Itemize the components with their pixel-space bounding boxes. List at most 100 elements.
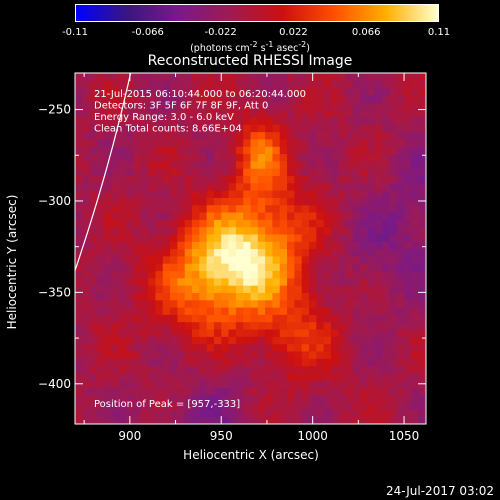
image-pixel: [360, 219, 369, 228]
image-pixel: [184, 226, 193, 235]
image-pixel: [235, 153, 244, 162]
image-pixel: [228, 409, 237, 418]
image-pixel: [111, 175, 120, 184]
image-pixel: [206, 197, 215, 206]
image-pixel: [345, 270, 354, 279]
image-pixel: [111, 109, 120, 118]
image-pixel: [243, 277, 252, 286]
image-pixel: [89, 409, 98, 418]
image-pixel: [199, 336, 208, 345]
image-pixel: [411, 219, 420, 228]
image-pixel: [396, 168, 405, 176]
image-pixel: [404, 380, 412, 389]
image-pixel: [257, 102, 266, 111]
image-pixel: [257, 219, 266, 228]
image-pixel: [155, 350, 164, 359]
image-pixel: [155, 190, 164, 198]
image-pixel: [177, 73, 186, 81]
image-pixel: [104, 182, 113, 191]
image-pixel: [228, 292, 237, 301]
image-pixel: [140, 402, 149, 410]
image-pixel: [411, 277, 420, 286]
image-pixel: [374, 307, 383, 315]
image-pixel: [148, 402, 157, 410]
image-pixel: [111, 402, 120, 410]
image-pixel: [82, 416, 91, 424]
image-pixel: [96, 350, 105, 359]
image-pixel: [104, 416, 113, 424]
image-pixel: [352, 116, 361, 125]
image-pixel: [367, 336, 376, 345]
image-pixel: [177, 358, 186, 367]
image-pixel: [82, 197, 91, 206]
image-pixel: [389, 365, 398, 374]
image-pixel: [272, 153, 281, 162]
image-pixel: [272, 204, 281, 213]
image-pixel: [404, 299, 412, 308]
x-tick-label: 900: [118, 429, 141, 443]
image-pixel: [235, 336, 244, 345]
image-pixel: [411, 109, 420, 118]
image-pixel: [323, 190, 332, 198]
image-pixel: [352, 263, 361, 272]
image-pixel: [199, 358, 208, 367]
image-pixel: [206, 350, 215, 359]
image-pixel: [170, 124, 178, 133]
image-pixel: [367, 138, 376, 147]
image-pixel: [228, 263, 237, 272]
image-pixel: [309, 87, 317, 96]
image-pixel: [294, 402, 303, 410]
image-pixel: [213, 146, 222, 155]
image-pixel: [374, 270, 383, 279]
image-pixel: [140, 226, 149, 235]
image-pixel: [330, 116, 339, 125]
image-pixel: [360, 241, 369, 250]
x-tick-label: 1050: [389, 429, 420, 443]
image-pixel: [272, 73, 281, 81]
image-pixel: [250, 263, 259, 272]
x-axis-title: Heliocentric X (arcsec): [183, 448, 319, 462]
image-pixel: [96, 409, 105, 418]
image-pixel: [330, 131, 339, 140]
image-pixel: [213, 387, 222, 396]
image-pixel: [199, 394, 208, 403]
image-pixel: [104, 168, 113, 176]
image-pixel: [287, 394, 295, 403]
image-pixel: [206, 263, 215, 272]
image-pixel: [287, 416, 295, 424]
image-pixel: [140, 175, 149, 184]
image-pixel: [192, 292, 200, 301]
image-pixel: [374, 387, 383, 396]
image-pixel: [177, 365, 186, 374]
image-pixel: [345, 394, 354, 403]
image-pixel: [287, 343, 295, 352]
image-pixel: [265, 146, 274, 155]
image-pixel: [360, 80, 369, 89]
image-pixel: [279, 248, 288, 257]
image-pixel: [148, 328, 157, 337]
image-pixel: [221, 307, 230, 315]
image-pixel: [309, 292, 317, 301]
image-pixel: [389, 307, 398, 315]
image-pixel: [235, 358, 244, 367]
image-pixel: [352, 248, 361, 257]
image-pixel: [404, 233, 412, 242]
image-pixel: [272, 372, 281, 381]
image-pixel: [316, 197, 325, 206]
image-pixel: [396, 116, 405, 125]
image-pixel: [111, 116, 120, 125]
image-pixel: [323, 80, 332, 89]
image-pixel: [221, 211, 230, 220]
image-pixel: [148, 219, 157, 228]
image-pixel: [301, 328, 310, 337]
image-pixel: [279, 219, 288, 228]
image-pixel: [404, 175, 412, 184]
image-pixel: [382, 416, 391, 424]
image-pixel: [118, 409, 127, 418]
image-pixel: [323, 138, 332, 147]
image-pixel: [140, 94, 149, 103]
image-pixel: [162, 160, 171, 169]
image-pixel: [265, 263, 274, 272]
image-pixel: [140, 314, 149, 323]
image-pixel: [199, 94, 208, 103]
